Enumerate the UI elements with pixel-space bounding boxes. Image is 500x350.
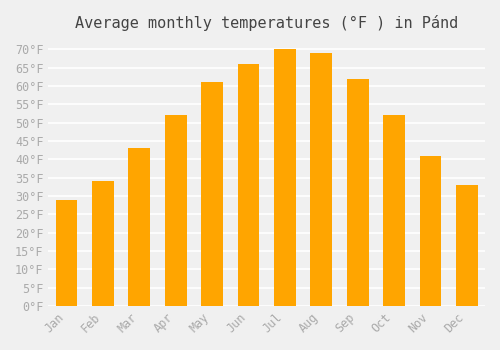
Bar <box>420 155 442 306</box>
Bar <box>165 115 186 306</box>
Bar <box>128 148 150 306</box>
Bar <box>201 82 223 306</box>
Bar <box>238 64 260 306</box>
Bar <box>274 49 296 306</box>
Bar <box>383 115 405 306</box>
Bar <box>456 185 477 306</box>
Bar <box>346 78 368 306</box>
Bar <box>310 53 332 306</box>
Bar <box>92 181 114 306</box>
Bar <box>56 199 78 306</box>
Title: Average monthly temperatures (°F ) in Pánd: Average monthly temperatures (°F ) in Pá… <box>75 15 458 31</box>
